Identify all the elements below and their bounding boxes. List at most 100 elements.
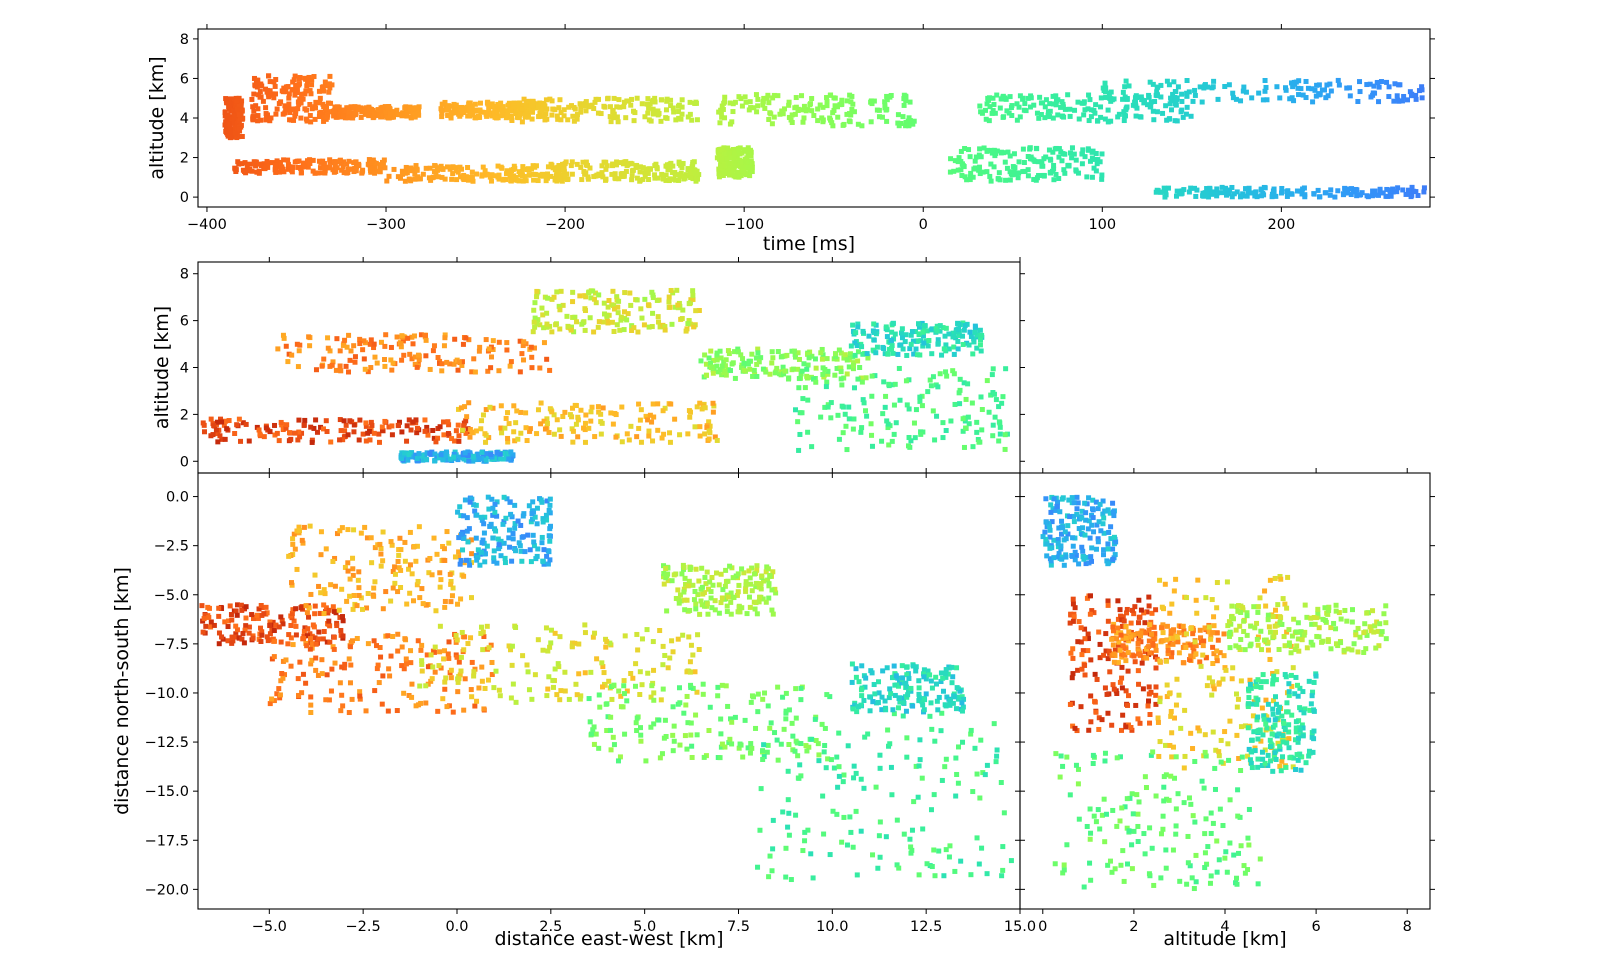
- data-point: [331, 646, 337, 652]
- data-point: [283, 657, 289, 663]
- data-point: [654, 297, 660, 303]
- data-point: [965, 414, 971, 420]
- data-point: [741, 570, 747, 576]
- data-point: [402, 178, 408, 184]
- data-point: [456, 676, 462, 682]
- data-point: [723, 683, 729, 689]
- data-point: [631, 118, 637, 124]
- data-point: [1178, 191, 1184, 197]
- data-point: [668, 287, 674, 293]
- data-point: [1371, 83, 1377, 89]
- data-point: [293, 623, 299, 629]
- data-point: [670, 732, 676, 738]
- data-point: [346, 158, 352, 164]
- data-point: [406, 176, 412, 182]
- data-point: [578, 407, 584, 413]
- data-point: [897, 680, 903, 686]
- data-point: [948, 156, 954, 162]
- data-point: [1335, 188, 1341, 194]
- data-point: [360, 431, 366, 437]
- data-point: [943, 674, 949, 680]
- data-point: [990, 366, 996, 372]
- data-point: [359, 109, 365, 115]
- data-point: [504, 340, 510, 346]
- data-point: [1328, 88, 1334, 94]
- data-point: [495, 163, 501, 169]
- data-point: [463, 174, 469, 180]
- data-point: [760, 366, 766, 372]
- data-point: [977, 439, 983, 445]
- data-point: [1120, 89, 1126, 95]
- data-point: [879, 438, 885, 444]
- data-point: [382, 104, 388, 110]
- data-point: [522, 174, 528, 180]
- data-point: [287, 430, 293, 436]
- data-point: [838, 369, 844, 375]
- data-point: [482, 551, 488, 557]
- data-point: [646, 105, 652, 111]
- data-point: [521, 357, 527, 363]
- data-point: [448, 599, 454, 605]
- data-point: [929, 326, 935, 332]
- data-point: [574, 692, 580, 698]
- data-point: [512, 438, 518, 444]
- data-point: [432, 644, 438, 650]
- data-point: [1188, 185, 1194, 191]
- data-point: [301, 422, 307, 428]
- data-point: [281, 157, 287, 163]
- data-point: [1099, 151, 1105, 157]
- data-point: [364, 105, 370, 111]
- data-point: [685, 114, 691, 120]
- data-point: [1158, 189, 1164, 195]
- data-point: [1249, 95, 1255, 101]
- data-point: [293, 111, 299, 117]
- data-point: [1289, 80, 1295, 86]
- data-point: [604, 163, 610, 169]
- data-point: [346, 115, 352, 121]
- data-point: [663, 733, 669, 739]
- data-point: [479, 540, 485, 546]
- data-point: [1139, 97, 1145, 103]
- data-point: [487, 111, 493, 117]
- data-point: [348, 104, 354, 110]
- data-point: [432, 458, 438, 464]
- data-point: [731, 155, 737, 161]
- data-point: [282, 110, 288, 116]
- data-point: [541, 418, 547, 424]
- data-point: [1309, 86, 1315, 92]
- data-point: [890, 350, 896, 356]
- data-point: [365, 590, 371, 596]
- data-point: [501, 176, 507, 182]
- data-point: [809, 736, 815, 742]
- data-point: [977, 103, 983, 109]
- data-point: [337, 528, 343, 534]
- data-point: [784, 352, 790, 358]
- data-point: [286, 101, 292, 107]
- data-point: [330, 558, 336, 564]
- data-point: [955, 696, 961, 702]
- data-point: [747, 750, 753, 756]
- data-point: [473, 428, 479, 434]
- data-point: [480, 647, 486, 653]
- data-point: [459, 166, 465, 172]
- data-point: [570, 113, 576, 119]
- data-point: [978, 154, 984, 160]
- data-point: [578, 109, 584, 115]
- data-point: [1332, 194, 1338, 200]
- data-point: [264, 158, 270, 164]
- data-point: [340, 113, 346, 119]
- data-point: [570, 428, 576, 434]
- data-point: [1076, 170, 1082, 176]
- data-point: [722, 169, 728, 175]
- data-point: [769, 121, 775, 127]
- data-point: [806, 744, 812, 750]
- data-point: [836, 347, 842, 353]
- data-point: [699, 565, 705, 571]
- data-point: [517, 110, 523, 116]
- data-point: [643, 413, 649, 419]
- data-point: [909, 329, 915, 335]
- data-point: [623, 115, 629, 121]
- data-point: [850, 363, 856, 369]
- data-point: [498, 100, 504, 106]
- y-tick-label: 0: [180, 454, 189, 470]
